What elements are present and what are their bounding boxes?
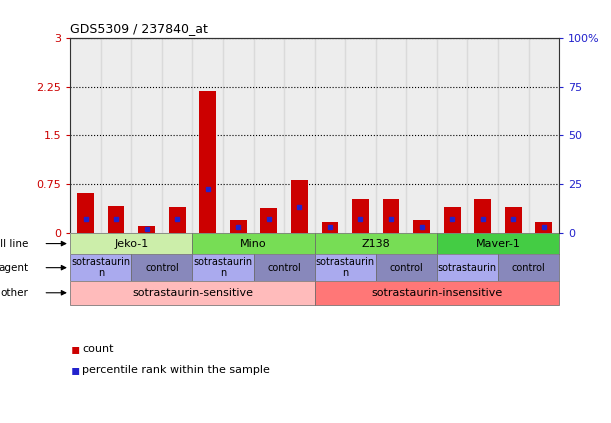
Bar <box>223 38 254 233</box>
Bar <box>535 222 552 233</box>
Bar <box>254 254 315 281</box>
Text: Mino: Mino <box>240 239 267 249</box>
Bar <box>230 220 247 233</box>
Bar <box>498 38 529 233</box>
Text: sotrastaurin-insensitive: sotrastaurin-insensitive <box>371 288 502 298</box>
Bar <box>199 91 216 233</box>
Bar <box>437 254 498 281</box>
Bar <box>77 192 94 233</box>
Text: control: control <box>145 263 179 273</box>
Text: Z138: Z138 <box>361 239 390 249</box>
Bar <box>382 199 400 233</box>
Bar <box>131 254 192 281</box>
Text: percentile rank within the sample: percentile rank within the sample <box>82 365 270 375</box>
Text: control: control <box>511 263 546 273</box>
Bar <box>315 233 437 254</box>
Bar <box>101 38 131 233</box>
Bar <box>131 38 162 233</box>
Text: GDS5309 / 237840_at: GDS5309 / 237840_at <box>70 22 208 36</box>
Text: other: other <box>1 288 29 298</box>
Bar <box>406 38 437 233</box>
Bar <box>345 38 376 233</box>
Bar <box>474 199 491 233</box>
Text: ▪: ▪ <box>70 363 79 377</box>
Bar <box>138 226 155 233</box>
Bar <box>376 254 437 281</box>
Bar <box>162 38 192 233</box>
Text: sotrastaurin
n: sotrastaurin n <box>71 257 130 278</box>
Bar <box>108 206 125 233</box>
Bar <box>376 38 406 233</box>
Bar <box>315 281 559 305</box>
Bar <box>70 38 101 233</box>
Bar <box>70 254 131 281</box>
Text: Jeko-1: Jeko-1 <box>114 239 148 249</box>
Bar <box>467 38 498 233</box>
Bar <box>254 38 284 233</box>
Text: sotrastaurin
n: sotrastaurin n <box>194 257 252 278</box>
Bar <box>505 207 522 233</box>
Bar <box>437 233 559 254</box>
Text: ▪: ▪ <box>70 342 79 356</box>
Bar <box>444 207 461 233</box>
Bar <box>437 38 467 233</box>
Text: sotrastaurin-sensitive: sotrastaurin-sensitive <box>132 288 253 298</box>
Bar <box>192 38 223 233</box>
Text: agent: agent <box>0 263 29 273</box>
Bar <box>70 281 315 305</box>
Bar <box>291 180 308 233</box>
Bar <box>260 208 277 233</box>
Text: sotrastaurin
n: sotrastaurin n <box>316 257 375 278</box>
Text: sotrastaurin: sotrastaurin <box>438 263 497 273</box>
Bar <box>70 233 192 254</box>
Bar <box>315 38 345 233</box>
Text: control: control <box>267 263 301 273</box>
Bar <box>192 254 254 281</box>
Text: count: count <box>82 344 114 354</box>
Bar <box>529 38 559 233</box>
Text: control: control <box>389 263 423 273</box>
Bar <box>315 254 376 281</box>
Bar <box>284 38 315 233</box>
Bar <box>413 220 430 233</box>
Bar <box>192 233 315 254</box>
Text: cell line: cell line <box>0 239 29 249</box>
Bar <box>169 207 186 233</box>
Bar <box>498 254 559 281</box>
Bar <box>321 222 338 233</box>
Text: Maver-1: Maver-1 <box>475 239 521 249</box>
Bar <box>352 199 369 233</box>
